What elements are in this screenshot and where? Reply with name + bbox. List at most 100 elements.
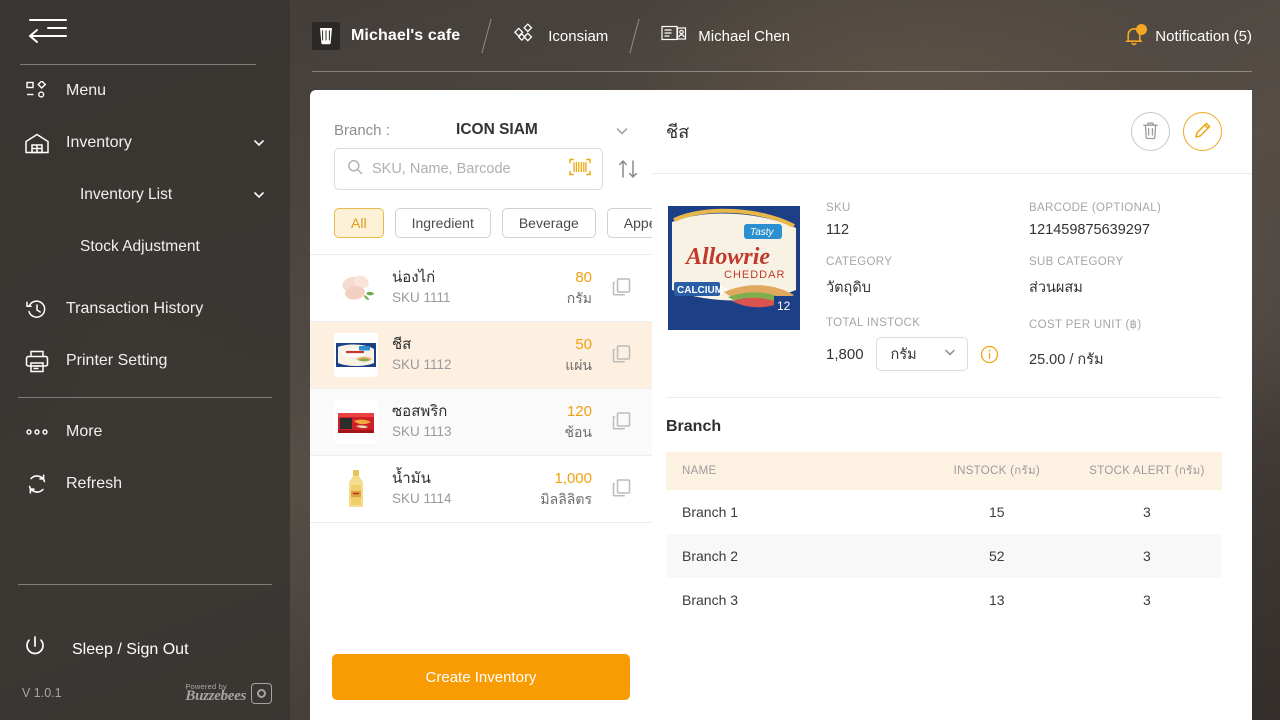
search-icon (347, 159, 363, 180)
iconsiam-logo-icon (513, 22, 537, 51)
chevron-down-icon (252, 188, 266, 202)
page-title: ชีส (666, 122, 690, 142)
store-name: Iconsiam (548, 27, 609, 45)
chip-appetizer[interactable]: Appetizer (606, 208, 652, 238)
copy-icon[interactable] (610, 342, 636, 368)
chip-all[interactable]: All (334, 208, 384, 238)
sidebar-item-printer-setting[interactable]: Printer Setting (0, 335, 290, 387)
copy-icon[interactable] (610, 275, 636, 301)
list-item[interactable]: น่องไก่ SKU 1111 80 กรัม (310, 255, 652, 322)
version-label: V 1.0.1 (22, 686, 62, 701)
field-barcode: BARCODE (OPTIONAL) 121459875639297 (1029, 202, 1222, 238)
list-item-name: น่องไก่ (392, 269, 436, 287)
field-label: SKU (826, 202, 851, 214)
field-value: วัตถุดิบ (826, 280, 871, 296)
list-item-sku: SKU 1113 (392, 424, 452, 440)
svg-text:CALCIUM+: CALCIUM+ (677, 285, 729, 296)
chili-sauce-thumb (334, 400, 378, 444)
sidebar-item-inventory[interactable]: Inventory (0, 117, 290, 169)
unit-select[interactable]: กรัม (875, 337, 968, 371)
search-input[interactable] (372, 161, 559, 177)
chip-beverage[interactable]: Beverage (501, 208, 596, 238)
sidebar-item-menu[interactable]: Menu (0, 65, 290, 117)
cell-stock-alert: 3 (1143, 504, 1151, 520)
powered-by-logo: Powered by Buzzebees (185, 682, 272, 704)
sidebar: Menu Inventory Inventory List Stock Adju… (0, 0, 290, 720)
refresh-icon (22, 471, 52, 497)
table-row[interactable]: Branch 1 15 3 (666, 490, 1222, 534)
sidebar-item-label: Stock Adjustment (80, 238, 200, 255)
sidebar-item-refresh[interactable]: Refresh (0, 458, 290, 510)
sidebar-item-label: Inventory List (80, 186, 173, 203)
field-value: 121459875639297 (1029, 222, 1150, 238)
buzzebees-mark-icon (251, 683, 272, 704)
info-icon[interactable] (980, 345, 999, 364)
coffee-cup-icon (312, 22, 340, 50)
sidebar-item-more[interactable]: More (0, 406, 290, 458)
sidebar-divider-top (20, 64, 256, 65)
field-grid: SKU 112 BARCODE (OPTIONAL) 1214598756392… (826, 200, 1222, 371)
sidebar-item-transaction-history[interactable]: Transaction History (0, 283, 290, 335)
sidebar-item-inventory-list[interactable]: Inventory List (0, 169, 290, 221)
search-row (310, 148, 652, 190)
svg-text:Allowrie: Allowrie (684, 244, 770, 270)
list-item-sku: SKU 1111 (392, 290, 451, 306)
branch-table: NAME INSTOCK (กรัม) STOCK ALERT (กรัม) B… (666, 452, 1222, 622)
field-sub-category: SUB CATEGORY ส่วนผสม (1029, 256, 1222, 299)
pencil-icon (1193, 121, 1212, 143)
copy-icon[interactable] (610, 476, 636, 502)
user-group[interactable]: Michael Chen (661, 23, 790, 49)
history-icon (22, 296, 52, 322)
sidebar-item-stock-adjustment[interactable]: Stock Adjustment (0, 221, 290, 273)
branch-selector[interactable]: Branch : ICON SIAM (310, 90, 652, 148)
list-item-amount: 50 (575, 335, 592, 353)
notification-button[interactable]: Notification (5) (1123, 24, 1252, 47)
brand-group[interactable]: Michael's cafe (312, 22, 460, 50)
collapse-menu-icon[interactable] (18, 14, 78, 54)
field-value: 25.00 / กรัม (1029, 352, 1104, 368)
list-item-name: ซอสพริก (392, 403, 448, 421)
branch-heading: Branch (666, 418, 722, 435)
list-item[interactable]: น้ำมัน SKU 1114 1,000 มิลลิลิตร (310, 456, 652, 523)
table-row[interactable]: Branch 3 13 3 (666, 578, 1222, 622)
column-header-stock-alert: STOCK ALERT (กรัม) (1071, 452, 1222, 490)
table-header-row: NAME INSTOCK (กรัม) STOCK ALERT (กรัม) (666, 452, 1222, 490)
store-group[interactable]: Iconsiam (513, 22, 608, 51)
powered-brand-label: Buzzebees (185, 688, 246, 704)
detail-divider (666, 397, 1222, 398)
svg-text:12: 12 (777, 299, 791, 313)
list-item[interactable]: ชีส SKU 1112 50 แผ่น (310, 322, 652, 389)
branch-value: ICON SIAM (456, 121, 538, 138)
list-item-sku: SKU 1114 (392, 491, 452, 507)
top-header: Michael's cafe Iconsiam Michael Chen (290, 0, 1280, 72)
detail-body: Tasty Allowrie CHEDDAR CALCIUM+ 12 SKU 1… (652, 174, 1252, 371)
list-item-sku: SKU 1112 (392, 357, 452, 373)
brand-name: Michael's cafe (351, 27, 461, 44)
oil-bottle-thumb (334, 467, 378, 511)
cell-branch-name: Branch 2 (666, 534, 922, 578)
column-header-instock: INSTOCK (กรัม) (921, 452, 1072, 490)
list-item-name: น้ำมัน (392, 470, 431, 488)
barcode-scan-icon[interactable] (568, 157, 592, 182)
sort-arrows-icon[interactable] (617, 157, 639, 181)
cell-instock: 15 (989, 504, 1005, 520)
field-value: 112 (826, 222, 850, 238)
delete-button[interactable] (1131, 112, 1170, 151)
list-item-amount: 120 (566, 402, 592, 420)
ellipsis-icon (22, 419, 52, 445)
search-box[interactable] (334, 148, 603, 190)
list-item[interactable]: ซอสพริก SKU 1113 120 ช้อน (310, 389, 652, 456)
chip-ingredient[interactable]: Ingredient (394, 208, 491, 238)
table-row[interactable]: Branch 2 52 3 (666, 534, 1222, 578)
svg-text:Tasty: Tasty (750, 227, 775, 238)
inventory-list-panel: Branch : ICON SIAM All (310, 90, 652, 720)
sleep-signout-button[interactable]: Sleep / Sign Out (0, 623, 290, 677)
total-instock-value: 1,800 (826, 345, 864, 363)
cell-stock-alert: 3 (1071, 534, 1222, 578)
printer-icon (22, 348, 52, 374)
edit-button[interactable] (1183, 112, 1222, 151)
copy-icon[interactable] (610, 409, 636, 435)
create-inventory-button[interactable]: Create Inventory (332, 654, 630, 700)
list-item-unit: มิลลิลิตร (540, 490, 592, 507)
list-item-amount: 1,000 (554, 469, 592, 487)
